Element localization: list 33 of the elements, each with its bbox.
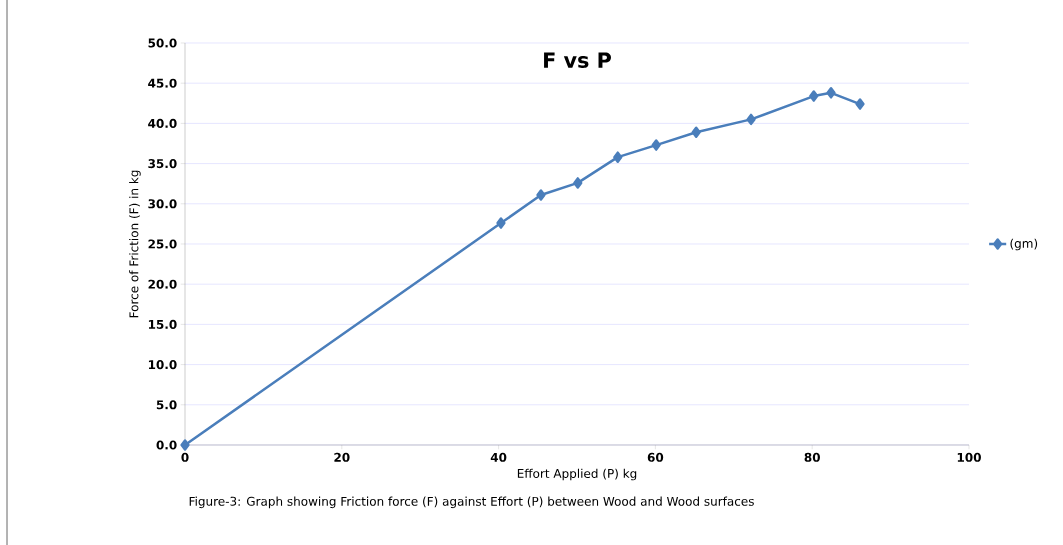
x-tick-label: 20 — [334, 452, 350, 462]
y-tick-label: 45.0 — [148, 78, 177, 88]
y-tick-label: 30.0 — [148, 199, 177, 209]
point — [496, 217, 506, 229]
point — [573, 177, 583, 189]
point — [826, 87, 836, 99]
point — [855, 98, 865, 110]
point — [809, 90, 819, 102]
point — [746, 113, 756, 126]
x-tick-label: 80 — [804, 452, 820, 462]
x-tick-label: 40 — [490, 452, 507, 462]
point — [536, 189, 546, 201]
point — [691, 126, 701, 138]
y-tick-label: 40.0 — [148, 118, 177, 128]
text: Figure-3: Graph showing Friction force (F) against Effort (P) between Wood and Wood surfaces — [189, 496, 754, 509]
y-tick-label: 20.0 — [148, 279, 177, 289]
x-tick-label: 0 — [181, 452, 189, 462]
y-axis-title: Force of Friction (F) in kg — [129, 170, 141, 318]
y-tick-label: 5.0 — [156, 400, 177, 410]
x-axis-title: Effort Applied (P) kg — [517, 468, 637, 481]
chart-title: F vs P — [544, 52, 611, 69]
y-tick-label: 25.0 — [148, 239, 177, 249]
y-tick-label: 15.0 — [148, 319, 177, 329]
y-tick-label: 35.0 — [148, 159, 177, 169]
y-tick-label: 0.0 — [156, 440, 177, 450]
x-tick-label: 60 — [647, 452, 664, 462]
y-tick-label: 10.0 — [148, 360, 177, 370]
legend-label: (gm) — [1010, 238, 1038, 251]
point — [180, 439, 190, 451]
y-tick-label: 50.0 — [148, 38, 177, 48]
x-tick-label: 100 — [957, 452, 981, 462]
point — [651, 139, 661, 151]
point — [613, 151, 623, 163]
